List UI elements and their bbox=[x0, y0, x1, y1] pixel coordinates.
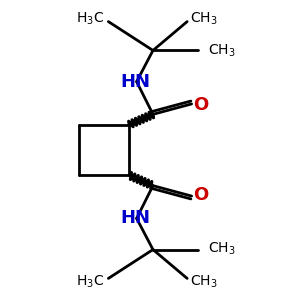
Text: $\mathregular{CH_3}$: $\mathregular{CH_3}$ bbox=[208, 43, 236, 59]
Text: $\mathregular{H_3C}$: $\mathregular{H_3C}$ bbox=[76, 11, 104, 27]
Text: O: O bbox=[193, 95, 208, 113]
Text: HN: HN bbox=[120, 209, 150, 227]
Text: $\mathregular{H_3C}$: $\mathregular{H_3C}$ bbox=[76, 273, 104, 290]
Text: $\mathregular{CH_3}$: $\mathregular{CH_3}$ bbox=[208, 241, 236, 257]
Text: HN: HN bbox=[120, 73, 150, 91]
Text: O: O bbox=[193, 187, 208, 205]
Text: $\mathregular{CH_3}$: $\mathregular{CH_3}$ bbox=[190, 273, 218, 290]
Text: $\mathregular{CH_3}$: $\mathregular{CH_3}$ bbox=[190, 11, 218, 27]
